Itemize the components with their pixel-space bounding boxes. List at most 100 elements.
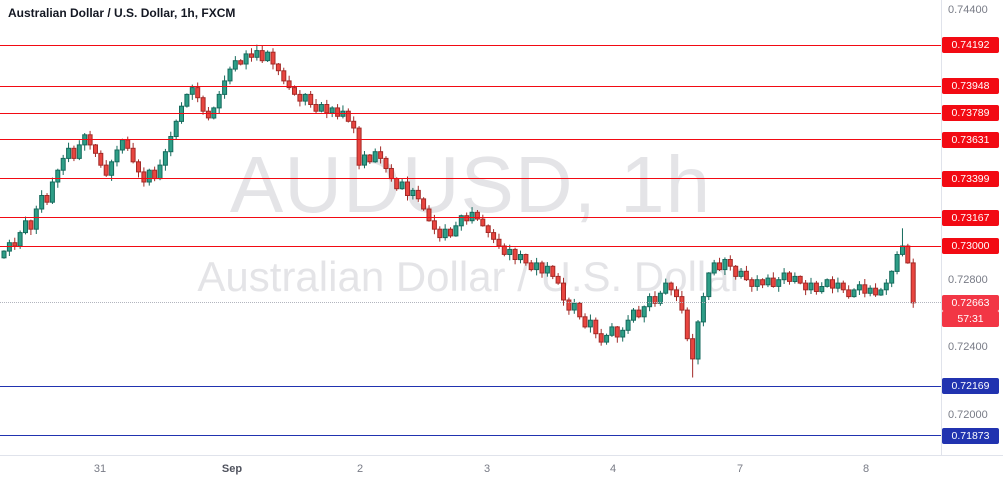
candle <box>39 190 45 213</box>
candle <box>657 290 663 306</box>
candle <box>453 221 459 237</box>
candle <box>711 259 717 276</box>
candle <box>238 59 244 66</box>
candle <box>690 333 696 378</box>
time-axis-label: Sep <box>221 463 243 475</box>
candle <box>776 277 782 292</box>
price-axis-label: 0.72800 <box>948 273 988 286</box>
candle <box>668 281 674 296</box>
candle <box>195 82 201 103</box>
candle <box>437 226 443 242</box>
candle <box>383 156 389 173</box>
candle <box>474 210 480 221</box>
candle <box>76 140 82 161</box>
candle <box>491 229 497 244</box>
candle <box>33 205 39 234</box>
candle <box>270 48 276 70</box>
candle <box>184 93 190 108</box>
candle <box>679 290 685 314</box>
candle <box>647 293 653 312</box>
candle <box>743 265 749 281</box>
price-level-badge: 0.73789 <box>942 105 999 122</box>
candle <box>641 305 647 323</box>
candle <box>830 276 835 294</box>
candle <box>378 146 384 164</box>
time-axis-label: 2 <box>356 463 364 475</box>
candle <box>173 119 179 140</box>
candle <box>587 314 593 333</box>
candle <box>345 108 351 123</box>
candle <box>28 219 34 235</box>
candle <box>243 50 249 70</box>
candle <box>367 154 373 164</box>
candle <box>636 305 642 319</box>
time-axis-label: 3 <box>483 463 491 475</box>
candle <box>566 297 572 315</box>
candle <box>87 130 93 150</box>
candle <box>733 265 739 280</box>
candle <box>684 307 690 342</box>
candle <box>12 237 18 250</box>
candle <box>249 48 254 62</box>
candle <box>308 91 314 108</box>
candle <box>200 95 206 115</box>
price-level-badge: 0.74192 <box>942 37 999 54</box>
candle <box>614 326 620 343</box>
candle <box>109 159 115 181</box>
candle <box>394 177 400 191</box>
candle <box>717 257 722 271</box>
candle <box>544 262 550 277</box>
candle <box>695 320 701 365</box>
candle <box>426 205 432 222</box>
candle <box>259 45 265 63</box>
candle <box>846 285 852 299</box>
candle <box>727 255 733 271</box>
time-axis-label: 31 <box>93 463 107 475</box>
candle <box>351 116 357 134</box>
time-scale-separator <box>0 455 1003 456</box>
candle <box>281 67 287 85</box>
candle <box>146 168 152 186</box>
candle <box>840 280 846 293</box>
candle <box>539 260 545 278</box>
candle <box>781 268 787 284</box>
candle <box>286 75 292 90</box>
candle <box>141 167 147 187</box>
price-level-badge: 0.73631 <box>942 131 999 148</box>
candle <box>663 278 669 295</box>
candle <box>313 99 319 114</box>
candle <box>571 298 577 314</box>
candle <box>894 251 900 275</box>
candle <box>356 126 362 170</box>
price-scale[interactable]: 0.74400 0.72800 0.72400 0.72000 0.74192 0.739… <box>942 0 1003 455</box>
candle <box>329 106 335 118</box>
candle <box>292 85 297 96</box>
candle <box>410 187 416 200</box>
candle <box>388 164 394 182</box>
candle <box>910 258 916 308</box>
candle <box>582 313 588 329</box>
candle <box>297 90 303 107</box>
candle <box>528 260 534 272</box>
candle <box>862 279 868 298</box>
price-level-badge: 0.73948 <box>942 78 999 95</box>
candle <box>700 292 706 327</box>
candle <box>205 107 211 121</box>
candle <box>760 278 766 289</box>
chart-pane[interactable]: AUDUSD, 1h Australian Dollar / U.S. Doll… <box>0 0 941 455</box>
candle <box>55 168 61 188</box>
candle <box>485 224 491 238</box>
candle <box>458 214 464 231</box>
candle <box>60 154 66 175</box>
candle <box>340 105 346 119</box>
candle <box>119 138 125 154</box>
candle <box>561 277 566 306</box>
candle <box>851 288 857 298</box>
candle <box>415 185 421 202</box>
candle <box>157 159 163 181</box>
time-scale[interactable]: 31 Sep 2 3 4 7 8 <box>0 456 941 483</box>
candle <box>442 224 448 241</box>
candle <box>765 274 771 288</box>
chart-legend[interactable]: Australian Dollar / U.S. Dollar, 1h, FXC… <box>8 6 236 20</box>
